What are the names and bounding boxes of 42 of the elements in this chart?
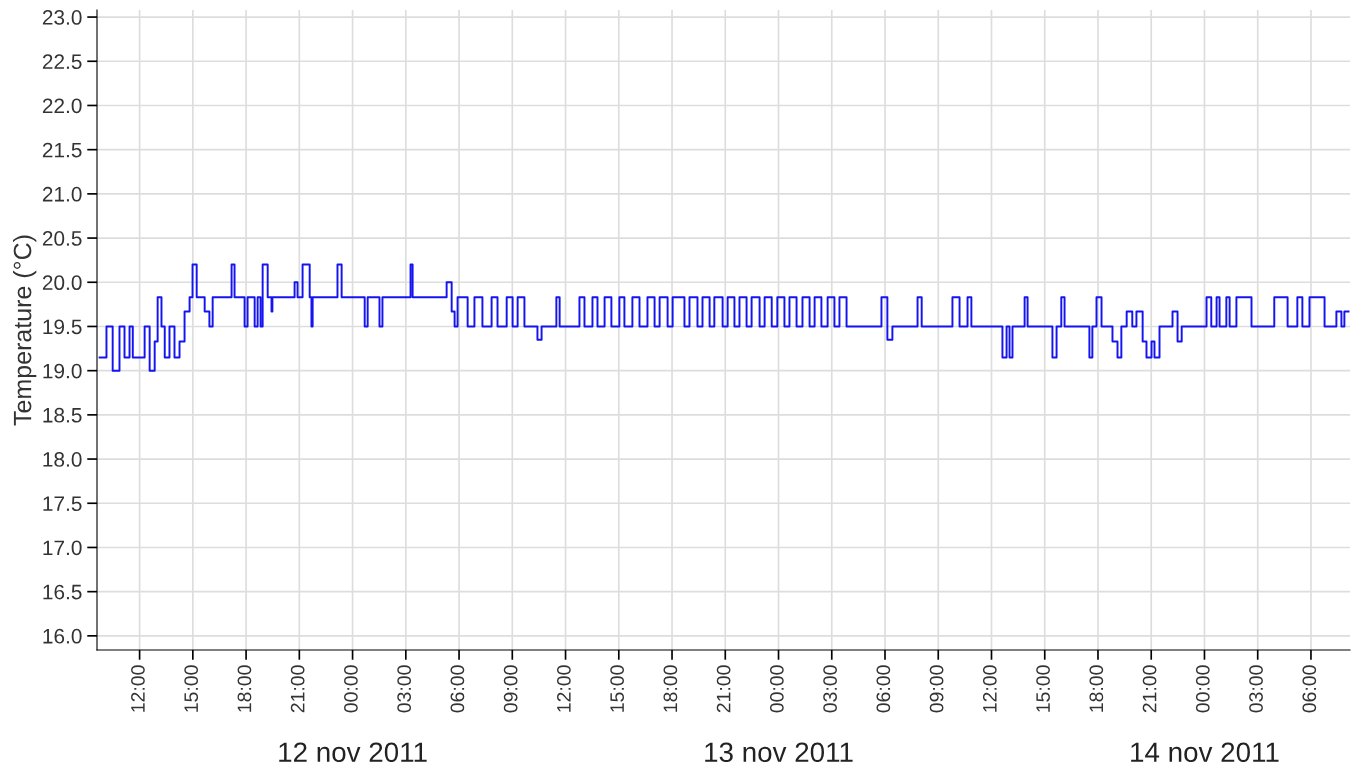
y-tick-label: 22.5 — [42, 54, 82, 70]
x-tick-label: 03:00 — [397, 665, 412, 713]
y-tick-label: 18.0 — [43, 452, 82, 467]
x-tick-label: 21:00 — [290, 665, 305, 713]
x-tick-label: 06:00 — [450, 665, 465, 713]
x-tick-label: 18:00 — [1089, 665, 1104, 712]
x-tick-label: 06:00 — [1302, 665, 1317, 713]
y-tick-label: 20.0 — [42, 275, 82, 291]
y-tick-label: 17.0 — [43, 540, 82, 556]
x-tick-label: 18:00 — [663, 665, 678, 712]
y-tick-label: 21.5 — [42, 142, 82, 158]
y-tick-label: 20.5 — [42, 231, 82, 246]
x-tick-label: 12:00 — [982, 665, 997, 712]
y-tick-label: 23.0 — [42, 10, 82, 25]
y-tick-label: 21.0 — [42, 186, 82, 202]
x-tick-label: 06:00 — [876, 665, 891, 713]
y-tick-label: 19.0 — [43, 363, 82, 379]
x2-tick-label: 13 nov 2011 — [705, 742, 853, 762]
y-tick-label: 16.5 — [43, 584, 82, 600]
x-tick-label: 09:00 — [503, 665, 518, 713]
x-tick-label: 18:00 — [237, 665, 252, 712]
x-tick-label: 15:00 — [184, 665, 199, 712]
y-tick-label: 19.5 — [43, 319, 82, 335]
x-tick-label: 15:00 — [1036, 665, 1050, 712]
x-tick-label: 12:00 — [556, 665, 571, 712]
x-tick-label: 12:00 — [131, 665, 145, 712]
x2-tick-label: 12 nov 2011 — [279, 742, 427, 762]
x-tick-label: 21:00 — [716, 665, 731, 713]
x-tick-label: 21:00 — [1142, 665, 1157, 713]
y-tick-label: 22.0 — [42, 98, 82, 114]
x-tick-label: 00:00 — [344, 665, 358, 713]
x-tick-label: 03:00 — [1249, 665, 1263, 713]
y-tick-label: 17.5 — [43, 496, 82, 512]
x-tick-label: 03:00 — [823, 665, 837, 713]
x-tick-label: 00:00 — [769, 665, 784, 713]
y-tick-label: 18.5 — [43, 407, 82, 423]
y-axis-title: Temperature (°C) — [13, 235, 37, 426]
x-tick-label: 09:00 — [929, 665, 944, 713]
y-tick-label: 16.0 — [43, 628, 82, 644]
x-tick-label: 15:00 — [610, 665, 625, 712]
x-tick-label: 00:00 — [1195, 665, 1210, 713]
x2-tick-label: 14 nov 2011 — [1131, 742, 1279, 762]
